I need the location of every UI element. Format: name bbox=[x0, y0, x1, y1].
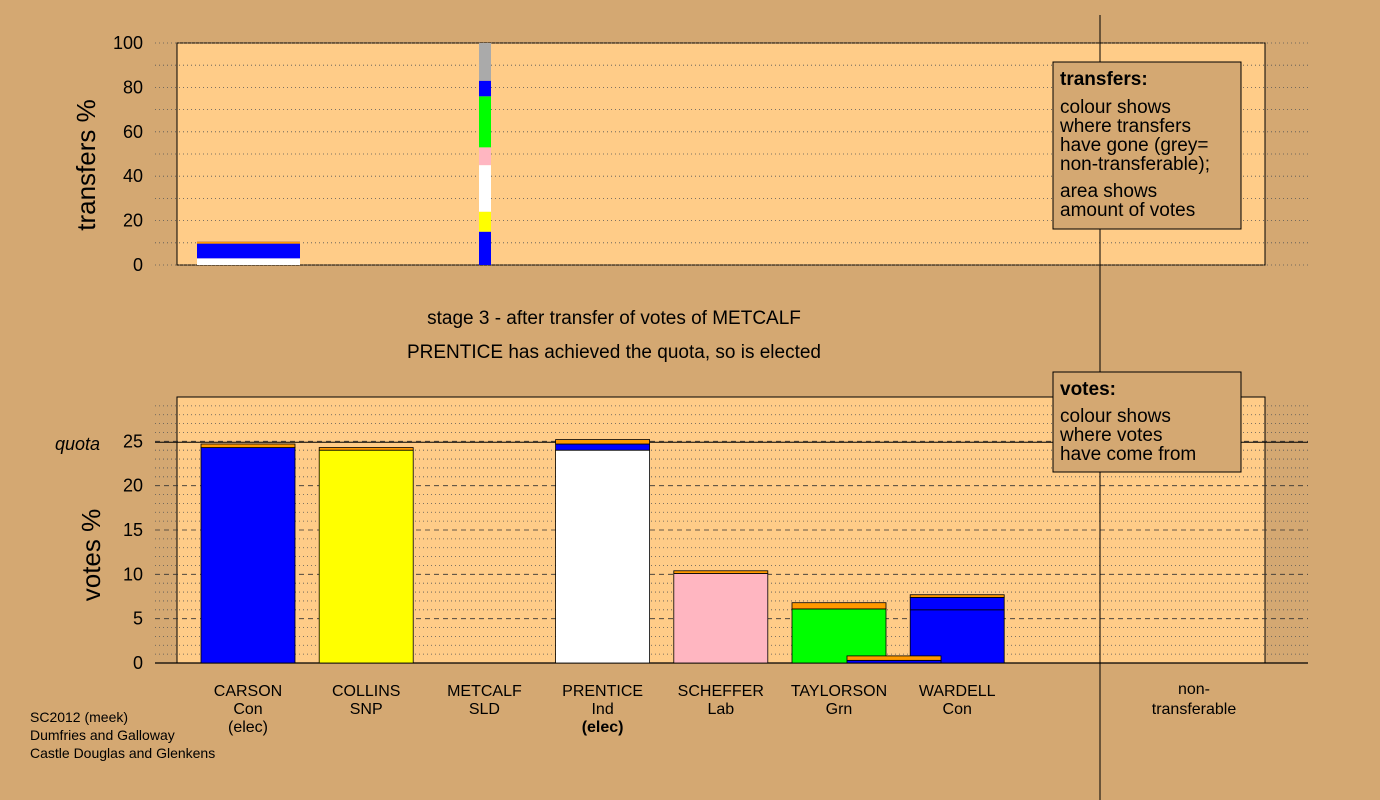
transfers-legend-line: where transfers bbox=[1059, 116, 1191, 137]
candidate-party: SLD bbox=[469, 701, 500, 718]
votes-tick-label: 25 bbox=[123, 431, 143, 451]
transfers-tick-label: 100 bbox=[113, 33, 143, 53]
candidate-party: Con bbox=[233, 701, 262, 718]
carson-transfer-segment bbox=[197, 241, 300, 259]
candidate-party: SNP bbox=[350, 701, 383, 718]
candidate-name: COLLINS bbox=[332, 683, 400, 700]
footer-council: Dumfries and Galloway bbox=[30, 727, 175, 743]
transfers-axis-title: transfers % bbox=[71, 99, 101, 231]
candidate-name: PRENTICE bbox=[562, 683, 643, 700]
nontransferable-bar-segment bbox=[846, 655, 942, 661]
votes-legend-title: votes: bbox=[1060, 379, 1116, 400]
vote-bar-segment bbox=[200, 443, 296, 448]
candidate-name: TAYLORSON bbox=[791, 683, 887, 700]
votes-legend-line: where votes bbox=[1059, 425, 1162, 446]
votes-tick-label: 20 bbox=[123, 476, 143, 496]
votes-axis-title: votes % bbox=[76, 509, 106, 602]
votes-legend-line: have come from bbox=[1060, 444, 1196, 465]
footer-election: SC2012 (meek) bbox=[30, 709, 128, 725]
votes-tick-label: 0 bbox=[133, 653, 143, 673]
vote-bar-segment bbox=[909, 596, 1005, 611]
transfers-tick-label: 40 bbox=[123, 166, 143, 186]
candidate-name: SCHEFFER bbox=[678, 683, 764, 700]
metcalf-transfer-segment bbox=[479, 80, 491, 97]
votes-tick-label: 15 bbox=[123, 520, 143, 540]
candidate-name: METCALF bbox=[447, 683, 522, 700]
transfers-legend-box bbox=[1052, 61, 1242, 230]
candidate-party: Lab bbox=[707, 701, 734, 718]
transfers-legend-line: amount of votes bbox=[1060, 200, 1195, 221]
transfers-legend: transfers: colour shows where transfers … bbox=[1052, 61, 1242, 230]
transfers-legend-line: have gone (grey= bbox=[1060, 135, 1208, 156]
transfers-legend-line: area shows bbox=[1060, 181, 1157, 202]
vote-bar-segment bbox=[318, 449, 414, 664]
candidate-party: Con bbox=[943, 701, 972, 718]
metcalf-transfer-segment bbox=[479, 96, 491, 148]
transfers-tick-label: 20 bbox=[123, 211, 143, 231]
stage-caption: stage 3 - after transfer of votes of MET… bbox=[427, 308, 801, 329]
metcalf-transfer-segment bbox=[479, 231, 491, 265]
nontransferable-label: non- bbox=[1178, 681, 1210, 698]
candidate-name: CARSON bbox=[214, 683, 282, 700]
transfers-tick-label: 0 bbox=[133, 255, 143, 275]
metcalf-transfer-segment bbox=[479, 43, 491, 81]
candidate-status: (elec) bbox=[582, 719, 624, 736]
vote-bar-segment bbox=[555, 439, 650, 445]
votes-tick-label: 5 bbox=[133, 609, 143, 629]
candidate-party: Grn bbox=[826, 701, 853, 718]
votes-legend: votes: colour shows where votes have com… bbox=[1052, 371, 1242, 473]
vote-bar-segment bbox=[791, 608, 887, 664]
votes-legend-box bbox=[1052, 371, 1242, 473]
metcalf-transfer-segment bbox=[479, 211, 491, 232]
transfers-legend-line: non-transferable); bbox=[1060, 154, 1210, 175]
metcalf-transfer-segment bbox=[479, 147, 491, 166]
votes-legend-line: colour shows bbox=[1060, 406, 1171, 427]
transfers-tick-label: 60 bbox=[123, 122, 143, 142]
vote-bar-segment bbox=[791, 602, 887, 610]
candidate-party: Ind bbox=[591, 701, 613, 718]
vote-bar-segment bbox=[909, 609, 1005, 664]
footer-ward: Castle Douglas and Glenkens bbox=[30, 745, 215, 761]
vote-bar-segment bbox=[555, 443, 650, 451]
carson-transfer-top bbox=[197, 241, 300, 244]
candidate-status: (elec) bbox=[228, 719, 268, 736]
vote-bar-segment bbox=[318, 447, 414, 451]
candidate-name: WARDELL bbox=[919, 683, 996, 700]
vote-bar-segment bbox=[555, 449, 650, 664]
transfers-legend-title: transfers: bbox=[1060, 69, 1148, 90]
votes-tick-label: 10 bbox=[123, 564, 143, 584]
vote-bar-segment bbox=[909, 594, 1005, 598]
metcalf-transfer-segment bbox=[479, 165, 491, 212]
quota-label: quota bbox=[55, 434, 100, 454]
transfers-legend-line: colour shows bbox=[1060, 97, 1171, 118]
transfers-tick-label: 80 bbox=[123, 77, 143, 97]
elected-caption: PRENTICE has achieved the quota, so is e… bbox=[407, 342, 821, 363]
vote-bar-segment bbox=[673, 570, 769, 574]
nontransferable-label: transferable bbox=[1152, 701, 1237, 718]
vote-bar-segment bbox=[200, 447, 296, 664]
carson-transfer-segment bbox=[197, 258, 300, 265]
vote-bar-segment bbox=[673, 573, 769, 664]
